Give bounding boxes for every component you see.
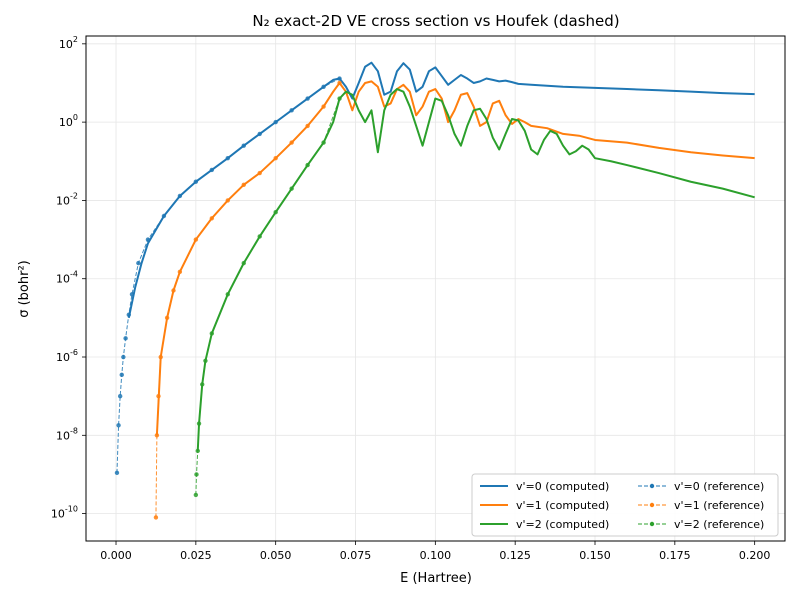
data-point xyxy=(158,354,163,360)
legend-label: v'=2 (computed) xyxy=(516,518,609,531)
x-tick-label: 0.075 xyxy=(340,549,372,562)
x-tick-label: 0.050 xyxy=(260,549,292,562)
data-point xyxy=(225,198,230,203)
data-point xyxy=(200,382,205,387)
y-tick-label: 102 xyxy=(59,35,78,51)
data-point xyxy=(195,448,200,454)
data-point xyxy=(114,470,120,476)
data-point xyxy=(193,492,199,498)
x-tick-label: 0.150 xyxy=(579,549,611,562)
series-5 xyxy=(193,96,342,498)
data-point xyxy=(337,80,342,86)
data-point xyxy=(257,234,262,239)
data-point xyxy=(117,393,123,399)
data-point xyxy=(203,358,208,363)
data-point xyxy=(273,210,278,215)
legend-label: v'=0 (reference) xyxy=(674,480,764,493)
y-axis-label: σ (bohr²) xyxy=(17,260,32,318)
data-point xyxy=(171,288,176,293)
data-point xyxy=(209,216,215,221)
y-tick-label: 10-10 xyxy=(51,505,78,521)
x-tick-label: 0.125 xyxy=(499,549,531,562)
data-point xyxy=(194,472,199,477)
legend-frame xyxy=(471,473,779,537)
series-line xyxy=(196,88,755,451)
y-tick-label: 10-6 xyxy=(56,348,78,364)
series-3 xyxy=(153,80,342,520)
series-line xyxy=(155,82,340,518)
data-point xyxy=(257,131,262,137)
legend-marker xyxy=(649,502,655,508)
x-tick-label: 0.200 xyxy=(739,549,771,562)
data-point xyxy=(196,421,202,426)
data-point xyxy=(241,260,246,266)
data-point xyxy=(193,179,199,184)
data-point xyxy=(126,312,131,317)
series-line xyxy=(116,78,340,473)
data-point xyxy=(209,167,215,173)
x-tick-label: 0.025 xyxy=(180,549,212,562)
data-point xyxy=(225,292,230,297)
y-axis-ticks: 10-10 10-8 10-6 10-4 10-2 100 102 xyxy=(51,35,86,521)
plot-series xyxy=(114,61,755,520)
data-point xyxy=(337,76,342,81)
data-point xyxy=(177,269,183,275)
x-axis-label: E (Hartree) xyxy=(400,571,472,586)
y-tick-label: 10-4 xyxy=(56,270,78,286)
series-4 xyxy=(196,88,755,451)
legend-label: v'=0 (computed) xyxy=(516,480,609,493)
y-tick-label: 10-8 xyxy=(56,426,78,442)
data-point xyxy=(241,143,246,148)
data-point xyxy=(136,260,141,266)
data-point xyxy=(289,108,294,113)
data-point xyxy=(321,104,326,109)
data-point xyxy=(129,292,135,297)
data-point xyxy=(161,213,167,219)
series-1 xyxy=(114,76,342,476)
legend-label: v'=1 (reference) xyxy=(674,499,764,512)
x-axis-ticks: 0.000 0.025 0.050 0.075 0.100 0.125 0.150 0.175… xyxy=(100,541,770,562)
data-point xyxy=(321,140,326,145)
data-point xyxy=(257,170,262,176)
data-point xyxy=(119,372,124,378)
data-point xyxy=(305,96,310,101)
data-point xyxy=(321,84,326,89)
data-point xyxy=(337,96,342,101)
y-tick-label: 10-2 xyxy=(56,191,78,207)
x-tick-label: 0.175 xyxy=(659,549,691,562)
data-point xyxy=(289,186,294,191)
data-point xyxy=(153,515,159,520)
data-point xyxy=(305,123,310,129)
legend-label: v'=1 (computed) xyxy=(516,499,609,512)
data-point xyxy=(177,193,183,199)
data-point xyxy=(305,162,310,168)
legend-marker xyxy=(649,521,655,527)
data-point xyxy=(145,237,151,242)
legend: v'=0 (computed) v'=0 (reference) v'=1 (com… xyxy=(471,473,779,537)
legend-marker xyxy=(649,483,655,489)
legend-label: v'=2 (reference) xyxy=(674,518,764,531)
data-point xyxy=(289,140,294,145)
y-tick-label: 100 xyxy=(59,113,78,129)
data-point xyxy=(273,119,278,125)
data-point xyxy=(116,423,121,428)
chart-title: N₂ exact-2D VE cross section vs Houfek (… xyxy=(252,12,619,30)
data-point xyxy=(209,331,215,336)
data-point xyxy=(121,354,126,360)
x-tick-label: 0.100 xyxy=(420,549,452,562)
data-point xyxy=(164,315,170,321)
data-point xyxy=(241,182,246,188)
data-point xyxy=(193,237,199,242)
data-point xyxy=(225,155,230,161)
data-point xyxy=(154,433,160,438)
data-point xyxy=(273,155,278,161)
x-tick-label: 0.000 xyxy=(100,549,132,562)
data-point xyxy=(156,393,161,399)
data-point xyxy=(123,336,128,341)
